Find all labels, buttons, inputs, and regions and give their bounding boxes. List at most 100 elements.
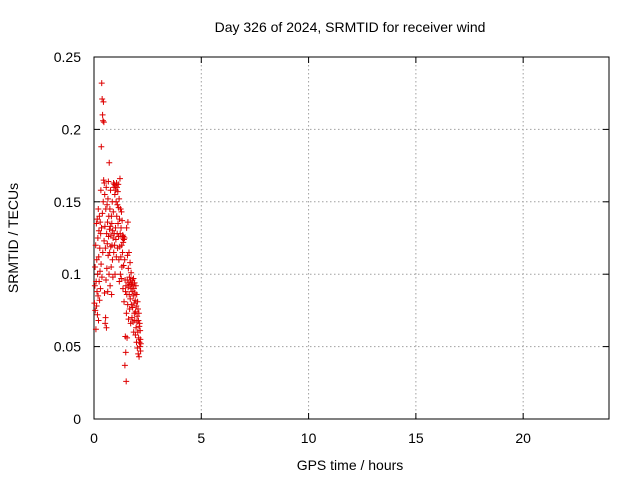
data-point bbox=[114, 201, 121, 208]
data-point bbox=[91, 282, 98, 289]
data-point bbox=[121, 298, 128, 305]
data-point bbox=[116, 216, 123, 223]
data-point bbox=[124, 334, 131, 341]
x-tick-label: 10 bbox=[301, 430, 317, 446]
data-point bbox=[118, 208, 125, 215]
data-point bbox=[137, 347, 144, 354]
y-tick-label: 0.25 bbox=[54, 49, 81, 65]
data-point bbox=[117, 271, 124, 278]
data-point bbox=[108, 263, 115, 270]
data-point bbox=[102, 245, 109, 252]
data-point bbox=[106, 159, 113, 166]
data-point bbox=[98, 261, 105, 268]
data-point bbox=[124, 219, 131, 226]
data-point bbox=[102, 314, 109, 321]
data-point bbox=[115, 220, 122, 227]
data-point bbox=[106, 206, 113, 213]
data-point bbox=[99, 210, 106, 217]
data-point bbox=[113, 213, 120, 220]
data-point bbox=[133, 291, 140, 298]
data-point bbox=[116, 195, 123, 202]
data-point bbox=[96, 245, 103, 252]
data-point bbox=[131, 279, 138, 286]
data-point bbox=[97, 187, 104, 194]
data-point bbox=[123, 224, 130, 231]
data-point bbox=[105, 252, 112, 259]
data-point bbox=[99, 95, 106, 102]
data-point bbox=[127, 295, 134, 302]
data-point bbox=[92, 263, 99, 270]
data-point bbox=[125, 249, 132, 256]
data-point bbox=[101, 191, 108, 198]
data-point bbox=[92, 326, 99, 333]
data-point bbox=[95, 317, 102, 324]
data-point bbox=[108, 291, 115, 298]
data-point bbox=[121, 256, 128, 263]
data-point bbox=[136, 353, 143, 360]
data-point bbox=[100, 177, 107, 184]
data-point bbox=[99, 249, 106, 256]
data-point bbox=[112, 236, 119, 243]
data-point bbox=[103, 324, 110, 331]
x-tick-label: 20 bbox=[515, 430, 531, 446]
data-point bbox=[119, 217, 126, 224]
data-point bbox=[100, 117, 107, 124]
data-point bbox=[95, 253, 102, 260]
data-point bbox=[135, 310, 142, 317]
x-tick-label: 5 bbox=[197, 430, 205, 446]
data-point bbox=[104, 219, 111, 226]
data-point bbox=[126, 291, 133, 298]
data-points bbox=[91, 80, 144, 385]
data-point bbox=[132, 282, 139, 289]
data-point bbox=[97, 230, 104, 237]
chart-title: Day 326 of 2024, SRMTID for receiver win… bbox=[215, 19, 486, 35]
data-point bbox=[98, 274, 105, 281]
data-point bbox=[94, 311, 101, 318]
data-point bbox=[119, 285, 126, 292]
data-point bbox=[130, 275, 137, 282]
data-point bbox=[104, 195, 111, 202]
data-point bbox=[106, 271, 113, 278]
x-axis-label: GPS time / hours bbox=[297, 457, 404, 473]
data-point bbox=[126, 305, 133, 312]
plot-frame bbox=[93, 56, 610, 420]
data-point bbox=[107, 243, 114, 250]
y-tick-label: 0.15 bbox=[54, 194, 81, 210]
data-point bbox=[103, 184, 110, 191]
data-point bbox=[101, 179, 108, 186]
axis-ticks: 0 5 10 15 20 0 0.05 0.1 0.15 0.2 0.25 bbox=[54, 49, 609, 446]
data-point bbox=[97, 219, 104, 226]
data-point bbox=[133, 324, 140, 331]
data-point bbox=[134, 298, 141, 305]
data-point bbox=[94, 235, 101, 241]
data-point bbox=[121, 235, 128, 241]
data-point bbox=[109, 256, 116, 263]
data-point bbox=[103, 276, 110, 283]
data-point bbox=[115, 181, 122, 188]
data-point bbox=[92, 307, 99, 314]
data-point bbox=[113, 184, 120, 191]
data-point bbox=[98, 143, 105, 150]
data-point bbox=[125, 316, 132, 323]
data-point bbox=[98, 80, 105, 87]
data-point bbox=[104, 201, 111, 208]
data-point bbox=[96, 278, 103, 285]
data-point bbox=[117, 253, 124, 260]
data-point bbox=[119, 249, 126, 256]
data-point bbox=[126, 274, 133, 281]
data-point bbox=[136, 343, 143, 350]
x-tick-label: 0 bbox=[90, 430, 98, 446]
data-point bbox=[121, 362, 128, 369]
data-point bbox=[134, 305, 141, 312]
data-point bbox=[98, 224, 105, 231]
data-point bbox=[104, 240, 111, 247]
y-axis-label: SRMTID / TECUs bbox=[5, 183, 21, 293]
data-point bbox=[99, 111, 106, 118]
data-point bbox=[108, 213, 115, 220]
data-point bbox=[120, 262, 127, 269]
data-point bbox=[122, 349, 129, 356]
data-point bbox=[97, 268, 104, 275]
data-point bbox=[107, 282, 114, 289]
data-point bbox=[118, 275, 125, 282]
data-point bbox=[117, 206, 124, 213]
